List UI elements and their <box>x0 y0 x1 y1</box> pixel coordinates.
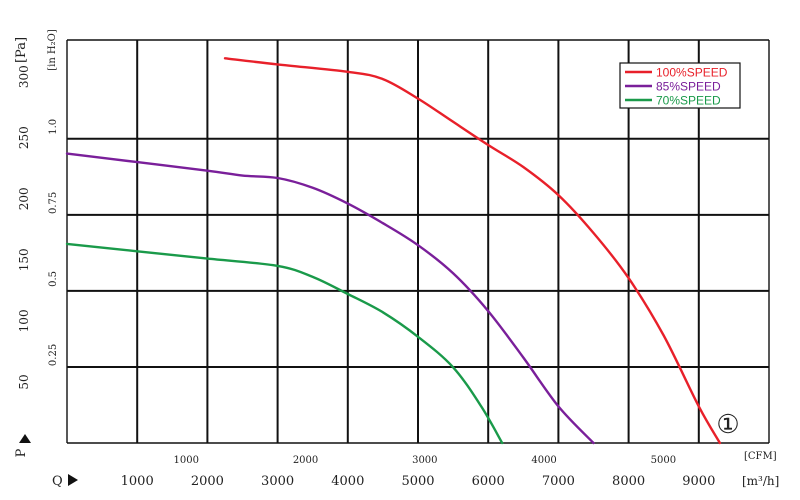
x-m3h-tick-label: 4000 <box>331 474 364 489</box>
x-m3h-tick-label: 9000 <box>682 474 715 489</box>
legend-label-70-speed: 70%SPEED <box>656 94 721 108</box>
legend-label-85-speed: 85%SPEED <box>656 80 721 94</box>
y-pa-tick-label: 300 <box>17 65 31 88</box>
x-m3h-tick-label: 7000 <box>542 474 575 489</box>
x-cfm-tick-label: 1000 <box>174 455 199 466</box>
curve-marker-label: ① <box>716 410 739 440</box>
x-cfm-unit-label: [CFM] <box>744 451 777 462</box>
x-m3h-tick-label: 3000 <box>261 474 294 489</box>
y-pa-tick-label: 250 <box>17 126 31 149</box>
x-cfm-tick-label: 3000 <box>412 455 437 466</box>
y-pa-tick-label: 100 <box>17 309 31 332</box>
y-pa-unit-label: [Pa] <box>14 37 29 63</box>
series-line-70-speed <box>65 242 504 445</box>
y-inh2o-tick-label: 0.25 <box>48 344 59 366</box>
x-m3h-unit-label: [m³/h] <box>742 474 779 488</box>
y-inh2o-tick-label: 0.75 <box>48 192 59 214</box>
y-inh2o-tick-label: 0.5 <box>48 271 59 287</box>
y-pa-tick-label: 200 <box>17 187 31 210</box>
x-axis-arrow-icon <box>68 474 78 486</box>
y-pa-tick-label: 50 <box>17 374 31 389</box>
x-m3h-tick-label: 5000 <box>401 474 434 489</box>
x-cfm-tick-label: 2000 <box>293 455 318 466</box>
legend-label-100-speed: 100%SPEED <box>656 66 728 80</box>
y-axis-arrow-icon <box>19 434 31 443</box>
x-cfm-tick-label: 5000 <box>651 455 676 466</box>
series-line-100-speed <box>223 57 722 445</box>
y-pa-axis-name: P <box>14 448 29 457</box>
y-inh2o-unit-label: [in H₂O] <box>47 29 58 71</box>
x-m3h-axis-name: Q <box>52 474 63 489</box>
x-m3h-tick-label: 2000 <box>191 474 224 489</box>
series-line-85-speed <box>65 152 595 445</box>
x-m3h-tick-label: 6000 <box>472 474 505 489</box>
y-pa-tick-label: 150 <box>17 248 31 271</box>
x-m3h-tick-label: 8000 <box>612 474 645 489</box>
y-inh2o-tick-label: 1.0 <box>48 119 59 135</box>
x-m3h-tick-label: 1000 <box>121 474 154 489</box>
x-cfm-tick-label: 4000 <box>531 455 556 466</box>
